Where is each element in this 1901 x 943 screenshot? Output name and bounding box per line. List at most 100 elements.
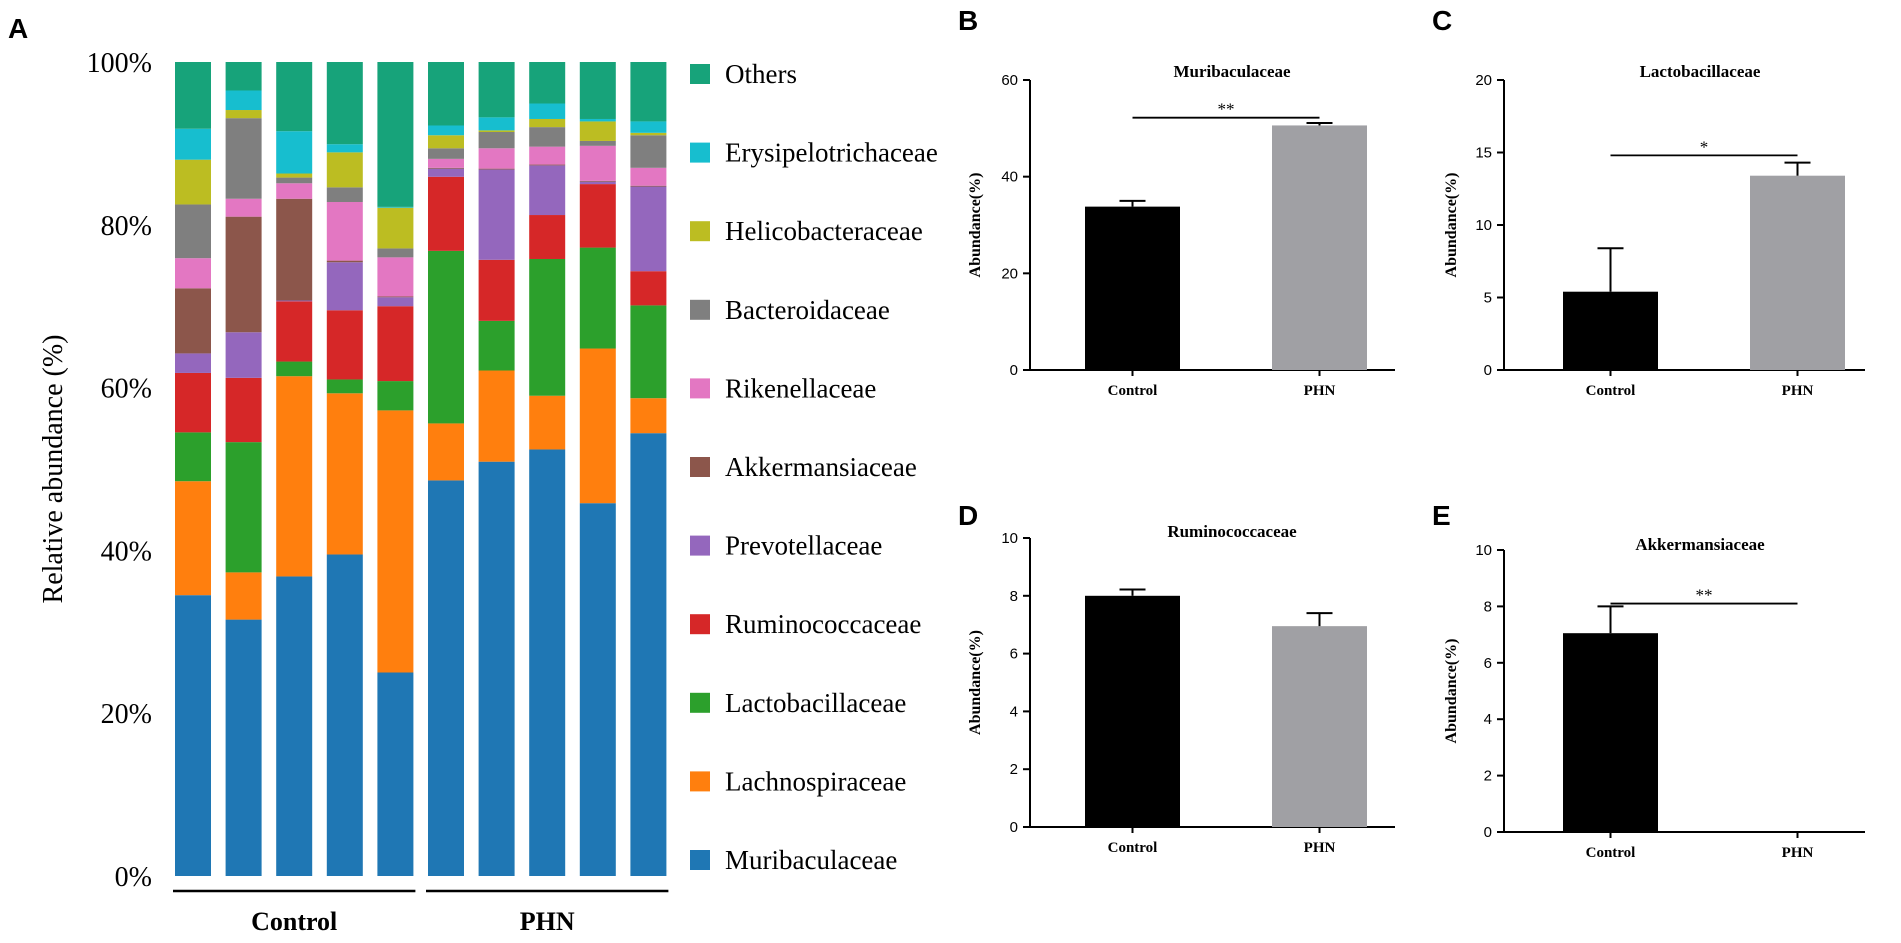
y-tick-label: 0 [1010,362,1018,379]
bar-segment-bacteroidaceae [579,140,616,146]
bar-segment-erysipelotrichaceae [428,125,464,136]
y-tick-label: 20 [1475,72,1492,89]
bar-segment-erysipelotrichaceae [326,144,363,153]
bar-segment-rikenellaceae [428,158,464,168]
panel-b: B Muribaculaceae 0 20 40 60 Abundance(%) Contro… [958,5,1395,399]
x-category-label: Control [1586,845,1636,861]
bar-segment-akkermansiaceae [630,185,667,187]
bar-segment-bacteroidaceae [630,135,667,168]
y-tick-label: 15 [1475,145,1492,162]
bar-segment-muribaculaceae [175,595,211,876]
bar-segment-lachnospiraceae [630,398,667,434]
legend-swatch [690,299,710,320]
y-tick-label: 10 [1475,542,1492,559]
y-tick-label: 8 [1010,588,1018,605]
x-category-label: PHN [1782,383,1814,399]
bar-segment-erysipelotrichaceae [225,90,262,111]
bar-segment-akkermansiaceae [478,168,515,170]
legend-swatch [690,221,710,242]
y-tick-label: 40 [1001,169,1018,186]
bar-segment-prevotellaceae [579,181,616,185]
bar-segment-lactobacillaceae [175,432,211,482]
bar-segment-muribaculaceae [225,619,262,876]
bar-segment-akkermansiaceae [175,288,211,354]
bar-segment-ruminococcaceae [478,259,515,321]
legend-entry: Erysipelotrichaceae [725,138,938,168]
bar-phn [1272,626,1367,827]
bar-segment-others [529,62,566,104]
bar-segment-erysipelotrichaceae [529,103,566,119]
bar-segment-others [175,62,211,129]
bar-segment-lachnospiraceae [175,481,211,596]
y-tick-label: 0 [1484,824,1492,841]
bar-segment-rikenellaceae [630,167,667,186]
legend-swatch [690,378,710,399]
bar-segment-muribaculaceae [630,433,667,876]
legend-entry: Prevotellaceae [725,531,882,561]
bar-control [1085,595,1180,827]
y-axis-label: Abundance(%) [967,173,984,278]
bar-segment-lactobacillaceae [225,442,262,573]
legend-entry: Muribaculaceae [725,845,897,875]
bar-segment-erysipelotrichaceae [276,131,313,174]
panel-a: A 0% 20% 40% 60% 80% 100% Relative abundance (%… [8,13,938,936]
bar-segment-prevotellaceae [326,262,363,311]
bar-segment-bacteroidaceae [478,132,515,149]
group-label: Control [251,907,337,936]
bar-segment-ruminococcaceae [276,301,313,362]
bar-phn [1272,125,1367,370]
bar-segment-muribaculaceae [428,480,464,876]
chart-title: Akkermansiaceae [1635,535,1765,554]
bar-segment-rikenellaceae [377,257,414,297]
bar-segment-prevotellaceae [529,165,566,216]
y-tick-label: 60 [1001,72,1018,89]
legend-swatch [690,614,710,635]
x-category-label: PHN [1304,840,1336,856]
significance-marker: * [1700,137,1709,156]
bar-segment-bacteroidaceae [326,187,363,203]
panel-letter-a: A [8,13,28,44]
legend-entry: Akkermansiaceae [725,452,917,482]
bar-segment-others [276,62,313,132]
bar-segment-erysipelotrichaceae [377,206,414,208]
bar-segment-others [326,62,363,145]
bar-segment-ruminococcaceae [175,372,211,433]
bar-segment-others [377,62,414,207]
bar-segment-lachnospiraceae [276,376,313,577]
bar-segment-erysipelotrichaceae [175,128,211,160]
bar-segment-helicobacteraceae [175,159,211,205]
bar-control [1563,633,1658,832]
bar-segment-helicobacteraceae [225,110,262,119]
legend-entry: Bacteroidaceae [725,295,890,325]
bar-segment-muribaculaceae [276,576,313,876]
bar-segment-rikenellaceae [478,148,515,169]
group-label: PHN [520,907,575,936]
bar-segment-prevotellaceae [276,300,313,302]
panel-d: D Ruminococcaceae 0 2 4 6 8 10 Abundance(%) Contr… [958,500,1395,856]
y-tick-label: 0% [115,862,152,893]
bar-segment-rikenellaceae [276,183,313,199]
y-tick-label: 60% [101,374,152,405]
bar-segment-lachnospiraceae [579,348,616,504]
bar-segment-rikenellaceae [529,146,566,165]
bar-segment-akkermansiaceae [428,167,464,169]
panel-c: C Lactobacillaceae 0 5 10 15 20 Abundance(%) Con… [1432,5,1865,399]
chart-title: Muribaculaceae [1173,62,1291,81]
y-tick-label: 20% [101,699,152,730]
y-tick-label: 10 [1475,217,1492,234]
bar-segment-ruminococcaceae [630,271,667,306]
bar-segment-rikenellaceae [579,145,616,181]
bar-segment-ruminococcaceae [225,377,262,443]
legend-swatch [690,142,710,163]
bar-segment-helicobacteraceae [377,207,414,249]
bar-segment-akkermansiaceae [377,296,414,298]
legend-entry: Helicobacteraceae [725,216,923,246]
bar-segment-bacteroidaceae [175,204,211,259]
bar-segment-bacteroidaceae [225,118,262,199]
bar-segment-prevotellaceae [377,297,414,307]
bar-segment-akkermansiaceae [276,198,313,301]
bar-segment-ruminococcaceae [377,306,414,382]
panel-letter-d: D [958,500,978,531]
bar-segment-muribaculaceae [377,672,414,876]
bar-segment-others [630,62,667,122]
